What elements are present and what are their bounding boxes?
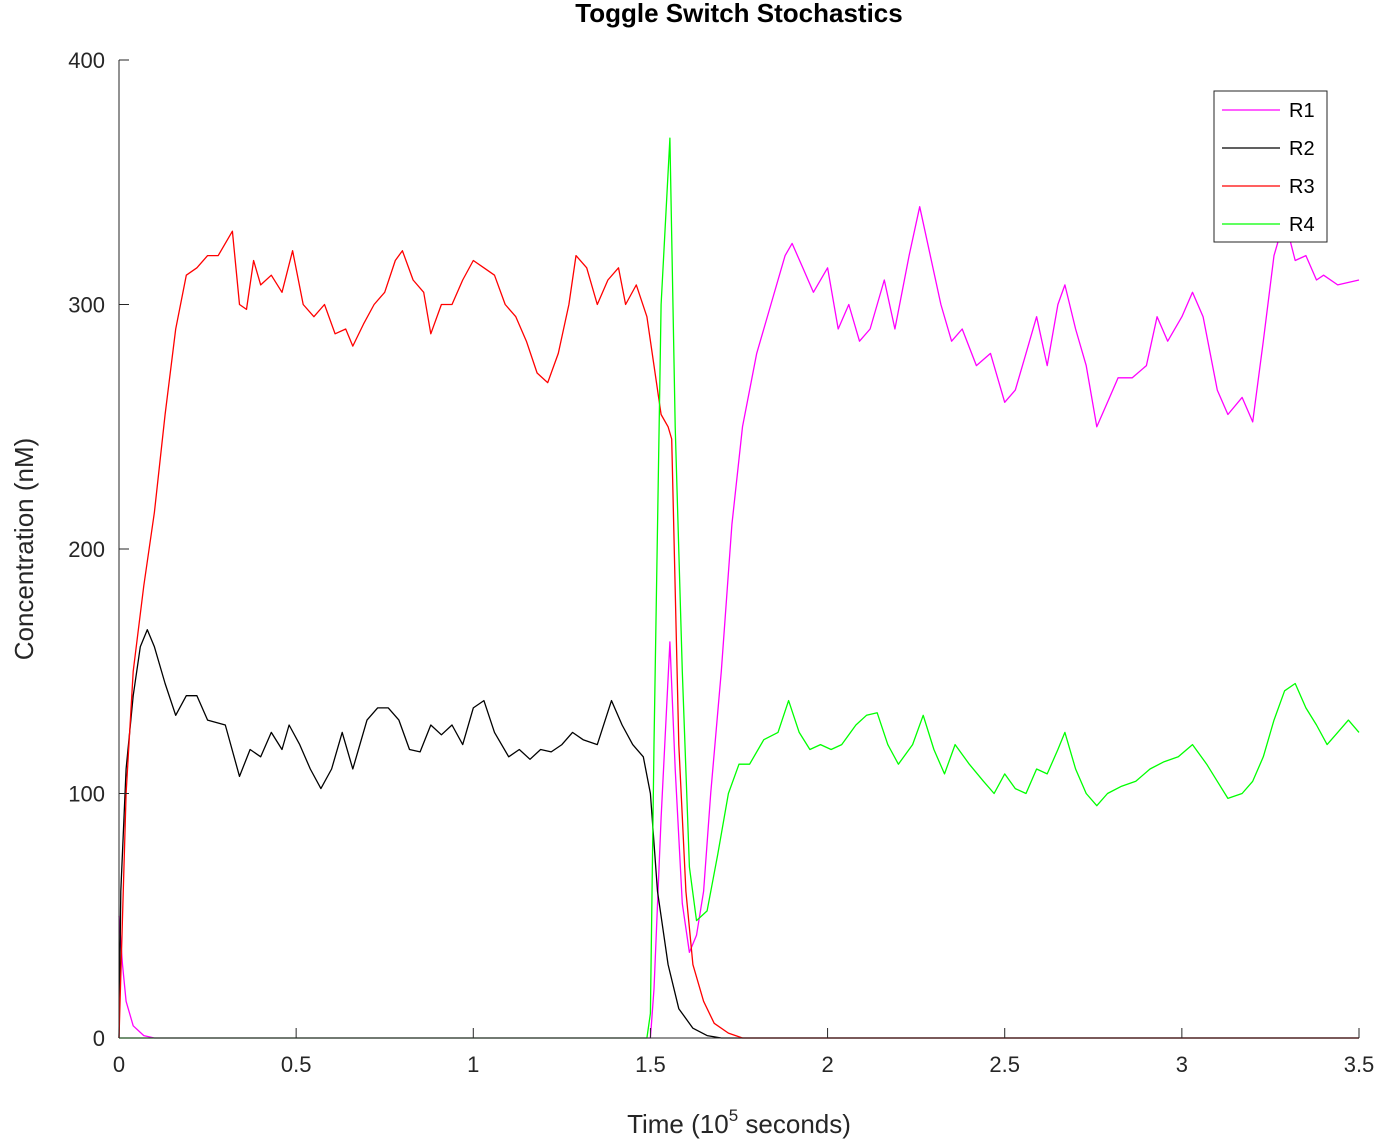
y-tick-label: 200 [68,537,105,562]
x-tick-label: 1.5 [635,1052,666,1077]
x-tick-label: 3 [1176,1052,1188,1077]
y-tick-label: 0 [93,1026,105,1051]
y-axis-title: Concentration (nM) [9,438,39,661]
series-line-r4 [119,137,1360,1039]
x-ticks: 0 0.5 1 1.5 2 2.5 3 3.5 [113,1028,1374,1077]
y-tick-label: 400 [68,48,105,73]
x-tick-label: 2.5 [989,1052,1020,1077]
x-tick-label: 2 [821,1052,833,1077]
y-ticks: 0 100 200 300 400 [68,48,129,1051]
legend-box [1213,90,1328,243]
series-line-r1 [118,206,1360,1039]
series-line-r3 [118,230,1359,1039]
x-axis-title-superscript: 5 [729,1106,738,1125]
y-tick-label: 300 [68,293,105,318]
legend-items: R1 R2 R3 R4 [1222,100,1315,236]
x-axis-title-suffix: seconds) [738,1109,851,1139]
series-layer [118,137,1360,1039]
x-tick-label: 3.5 [1344,1052,1375,1077]
x-tick-label: 0 [113,1052,125,1077]
legend-label-r2: R2 [1289,138,1315,160]
legend: R1 R2 R3 R4 [1213,90,1328,243]
x-tick-label: 1 [467,1052,479,1077]
x-tick-label: 0.5 [281,1052,312,1077]
plot-area: 0 0.5 1 1.5 2 2.5 3 3.5 0 100 200 300 400 [68,48,1374,1077]
series-line-r2 [118,629,1359,1039]
x-axis-title-prefix: Time (10 [627,1109,729,1139]
chart-title: Toggle Switch Stochastics [575,0,902,28]
legend-label-r1: R1 [1289,100,1315,122]
y-tick-label: 100 [68,782,105,807]
legend-label-r4: R4 [1289,214,1315,236]
legend-label-r3: R3 [1289,176,1315,198]
x-axis-title: Time (105 seconds) [627,1106,851,1139]
